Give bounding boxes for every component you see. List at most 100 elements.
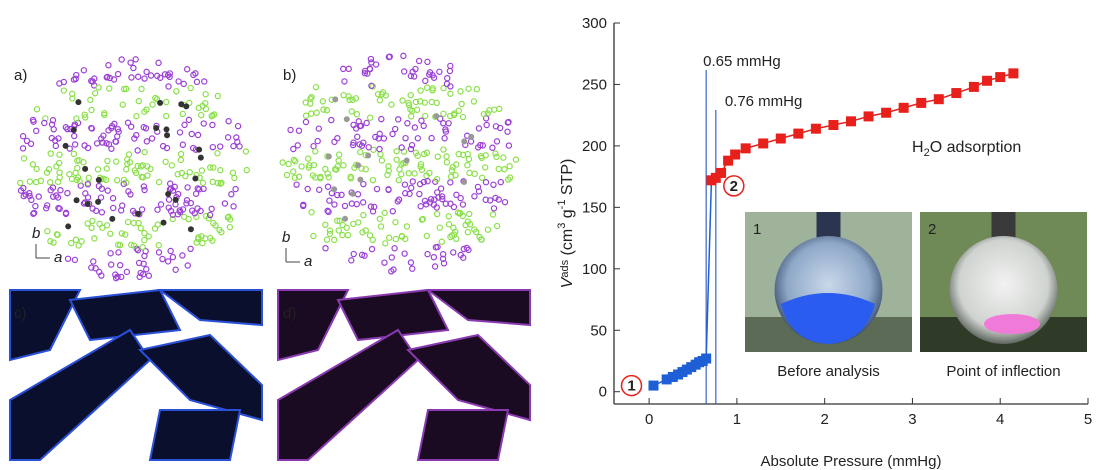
atom [164, 99, 169, 104]
atom [120, 102, 125, 107]
y-tick-label: 100 [582, 261, 607, 278]
y-label-part: ads [559, 259, 571, 277]
atom [125, 219, 130, 224]
atom [494, 154, 499, 159]
atom [466, 157, 471, 162]
atom [27, 179, 32, 184]
atom [505, 129, 510, 134]
atom [404, 224, 409, 229]
series-label-part: O adsorption [930, 139, 1022, 156]
atom [421, 123, 426, 128]
atom [231, 144, 236, 149]
atom [405, 121, 410, 126]
atom [210, 145, 215, 150]
atom [485, 227, 490, 232]
atom [459, 101, 464, 106]
framework-drawing [18, 57, 250, 281]
atom [140, 245, 145, 250]
atom [346, 66, 351, 71]
axis-letter: a [304, 253, 312, 270]
atom [160, 256, 165, 261]
atom [24, 138, 29, 143]
atom [33, 204, 38, 209]
atom [502, 167, 507, 172]
metal-node [157, 100, 163, 106]
atom [92, 236, 97, 241]
metal-node [433, 113, 439, 119]
atom [423, 78, 428, 83]
atom [337, 152, 342, 157]
atom [438, 186, 443, 191]
atom [474, 87, 479, 92]
atom [429, 99, 434, 104]
metal-node [85, 201, 91, 207]
metal-node [63, 143, 69, 149]
atom [81, 160, 86, 165]
y-label-part: (cm [559, 229, 576, 260]
data-point [758, 138, 768, 148]
atom [393, 126, 398, 131]
atom [180, 142, 185, 147]
atom [168, 248, 173, 253]
atom [115, 178, 120, 183]
atom [215, 93, 220, 98]
atom [140, 207, 145, 212]
atom [467, 211, 472, 216]
atom [419, 118, 424, 123]
atom [308, 96, 313, 101]
atom [105, 188, 110, 193]
atom [218, 168, 223, 173]
atom [476, 126, 481, 131]
data-point [741, 143, 751, 153]
atom [467, 170, 472, 175]
atom [210, 122, 215, 127]
atom [45, 229, 50, 234]
atom [324, 108, 329, 113]
atom [109, 262, 114, 267]
atom [182, 122, 187, 127]
atom [104, 223, 109, 228]
atom [185, 67, 190, 72]
atom [507, 164, 512, 169]
atom [460, 202, 465, 207]
inset-caption: Before analysis [777, 363, 880, 380]
atom [142, 76, 147, 81]
atom [392, 246, 397, 251]
metal-node [350, 191, 356, 197]
atom [332, 202, 337, 207]
atom [451, 204, 456, 209]
atom [303, 119, 308, 124]
atom [496, 166, 501, 171]
atom [72, 133, 77, 138]
atom [227, 225, 232, 230]
atom [349, 258, 354, 263]
data-point [951, 88, 961, 98]
atom [460, 114, 465, 119]
atom [83, 191, 88, 196]
atom [18, 180, 23, 185]
atom [69, 240, 74, 245]
atom [288, 127, 293, 132]
atom [126, 152, 131, 157]
atom [185, 185, 190, 190]
atom [142, 237, 147, 242]
atom [374, 186, 379, 191]
metal-node [461, 138, 467, 144]
data-point [864, 111, 874, 121]
atom [445, 76, 450, 81]
atom [133, 57, 138, 62]
atom [71, 151, 76, 156]
atom [390, 209, 395, 214]
metal-node [331, 186, 337, 192]
atom [396, 178, 401, 183]
atom [142, 231, 147, 236]
atom [57, 160, 62, 165]
atom [73, 170, 78, 175]
atom [116, 250, 121, 255]
atom [166, 197, 171, 202]
atom [332, 237, 337, 242]
atom [418, 88, 423, 93]
atom [164, 113, 169, 118]
atom [189, 131, 194, 136]
atom [109, 146, 114, 151]
